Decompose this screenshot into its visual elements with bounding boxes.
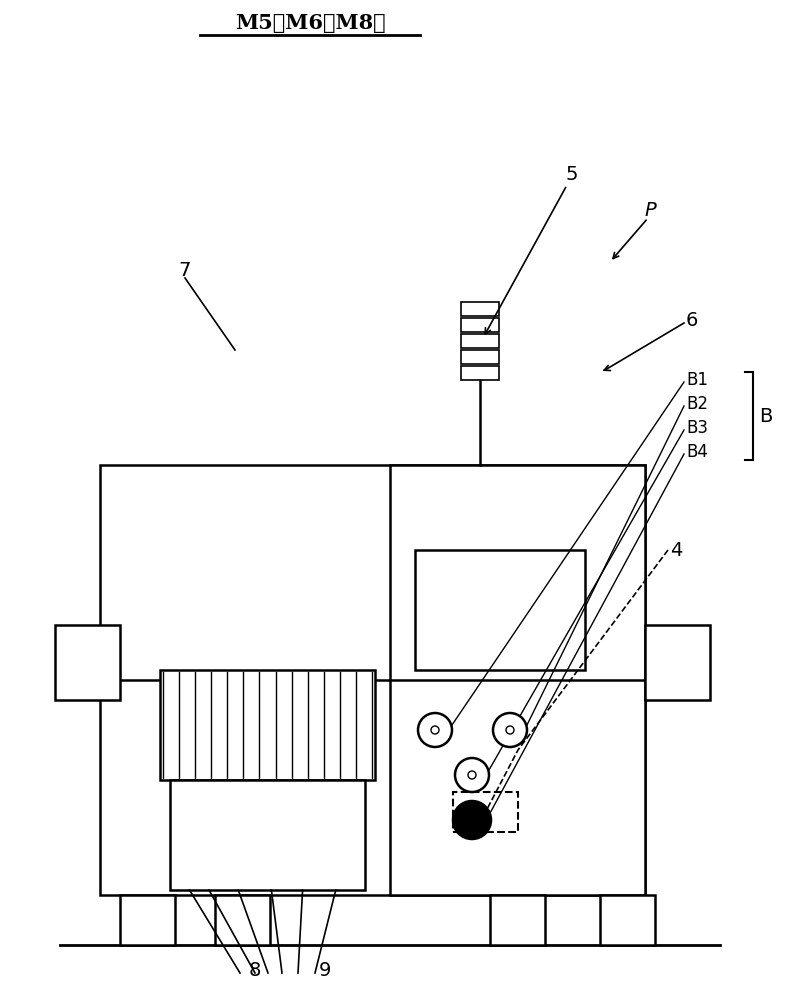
Bar	[120, 895, 175, 945]
Text: B4: B4	[686, 443, 708, 461]
Circle shape	[468, 771, 476, 779]
Text: 6: 6	[686, 310, 698, 330]
Circle shape	[418, 713, 452, 747]
Text: B3: B3	[686, 419, 708, 437]
Bar	[415, 550, 585, 670]
Bar	[461, 350, 499, 364]
Bar	[490, 895, 545, 945]
Bar	[170, 780, 365, 890]
Bar	[100, 465, 645, 895]
Circle shape	[431, 726, 439, 734]
Text: 5: 5	[566, 165, 578, 184]
Bar	[390, 465, 645, 895]
Bar	[453, 792, 518, 832]
Bar	[461, 366, 499, 380]
Circle shape	[506, 726, 514, 734]
Bar	[461, 334, 499, 348]
Bar	[461, 318, 499, 332]
Bar	[215, 895, 270, 945]
Text: P: P	[644, 200, 656, 220]
Circle shape	[493, 713, 527, 747]
Text: 9: 9	[319, 960, 331, 980]
Bar	[645, 625, 710, 700]
Text: B: B	[759, 406, 772, 426]
Circle shape	[455, 758, 489, 792]
Bar	[461, 302, 499, 316]
Text: 8: 8	[249, 960, 261, 980]
Bar	[600, 895, 655, 945]
Bar	[160, 670, 375, 780]
Text: B1: B1	[686, 371, 708, 389]
Bar	[55, 625, 120, 700]
Text: M5（M6～M8）: M5（M6～M8）	[235, 13, 386, 33]
Text: B2: B2	[686, 395, 708, 413]
Text: 7: 7	[179, 260, 191, 279]
Text: 4: 4	[670, 540, 682, 560]
Circle shape	[453, 801, 491, 839]
